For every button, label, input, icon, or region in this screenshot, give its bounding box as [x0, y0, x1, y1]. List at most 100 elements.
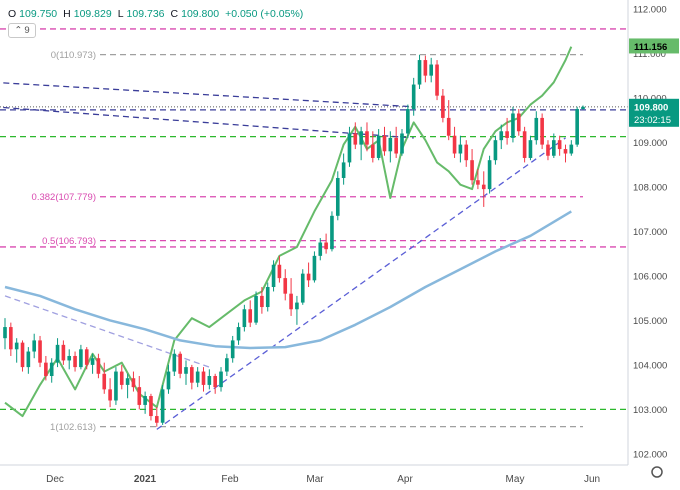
candle-body [265, 287, 270, 308]
candle-body [242, 309, 247, 328]
candle-body [481, 184, 486, 190]
candle-body [114, 371, 118, 401]
candle-body [125, 378, 130, 385]
candle-body [312, 255, 317, 281]
y-tick-label: 108.000 [633, 182, 667, 193]
candle-body [38, 340, 42, 363]
candle-body [324, 242, 328, 250]
candle-body [341, 162, 346, 178]
candle-body [511, 113, 515, 138]
candle-body [318, 242, 323, 256]
y-tick-label: 106.000 [633, 271, 667, 282]
gear-icon[interactable] [651, 466, 663, 478]
candle-body [219, 371, 223, 388]
candle-body [96, 358, 101, 374]
candle-body [493, 140, 498, 161]
x-tick-label: Jun [584, 474, 600, 485]
candle-body [131, 378, 136, 388]
candle-body [26, 351, 31, 368]
ma-price-tag-text: 111.156 [634, 42, 667, 53]
candle-body [563, 149, 568, 154]
candle-body [581, 106, 585, 110]
candle-body [44, 362, 48, 377]
candle-body [441, 95, 445, 118]
candle-body [3, 327, 7, 339]
close-value: 109.800 [181, 8, 220, 20]
candle-body [207, 376, 212, 385]
candle-body [149, 396, 153, 417]
candle-body [160, 389, 165, 423]
candle-body [271, 264, 276, 288]
candle-body [178, 353, 182, 374]
candle-body [411, 84, 416, 110]
candle-body [487, 160, 492, 190]
x-tick-label: Mar [306, 474, 324, 485]
ohlc-legend: O 109.750 H 109.829 L 109.736 C 109.800 +0.050 (… [8, 8, 309, 20]
candle-body [429, 64, 434, 76]
candle-body [557, 140, 562, 150]
y-tick-label: 105.000 [633, 316, 667, 327]
candle-body [73, 355, 77, 368]
x-tick-label: May [506, 474, 525, 485]
trendline [0, 82, 414, 108]
candle-body [225, 358, 229, 372]
candle-body [365, 131, 369, 145]
candle-body [569, 144, 574, 154]
candle-body [464, 144, 469, 161]
candle-body [79, 349, 83, 368]
candle-body [137, 387, 142, 405]
candle-body [516, 113, 521, 132]
moving-average-line [4, 210, 572, 350]
y-tick-label: 112.000 [633, 4, 667, 15]
candle-body [55, 344, 60, 363]
candle-body [376, 135, 381, 158]
candle-body [551, 140, 556, 156]
candle-body [534, 117, 539, 141]
low-value: 109.736 [126, 8, 165, 20]
open-value: 109.750 [19, 8, 58, 20]
y-tick-label: 102.000 [633, 449, 667, 460]
candle-body [195, 371, 200, 383]
candle-body [400, 133, 404, 154]
candle-body [289, 293, 293, 310]
current-price-tag [629, 98, 679, 127]
candle-body [540, 117, 544, 145]
x-tick-label: Feb [221, 474, 239, 485]
candle-body [108, 389, 112, 401]
x-tick-label: Apr [397, 474, 413, 485]
candle-body [295, 302, 299, 310]
chevron-up-icon: ⌃ [14, 25, 23, 36]
candle-body [230, 340, 235, 359]
candle-body [546, 144, 550, 156]
change-value: +0.050 (+0.05%) [225, 8, 304, 20]
candle-body [190, 367, 194, 383]
candle-body [382, 135, 387, 152]
candle-body [32, 340, 37, 352]
indicator-count: 9 [24, 25, 30, 36]
trendline [0, 106, 414, 139]
candle-body [528, 140, 533, 158]
candle-body [470, 160, 474, 181]
low-label: L [117, 8, 124, 20]
current-price-text: 109.800 [634, 102, 668, 113]
trendline [156, 137, 566, 430]
y-tick-label: 103.000 [633, 405, 667, 416]
candle-body [9, 327, 13, 350]
indicators-toggle-button[interactable]: ⌃ 9 [8, 23, 36, 38]
candle-body [236, 327, 241, 341]
close-label: C [170, 8, 179, 20]
bar-countdown-text: 23:02:15 [634, 115, 671, 126]
candle-body [300, 273, 305, 303]
candle-body [102, 373, 107, 390]
candle-body [347, 133, 352, 163]
candle-body [575, 109, 579, 145]
open-label: O [8, 8, 17, 20]
candle-body [260, 295, 264, 308]
candle-body [172, 353, 177, 372]
level-label: 0.5(106.793) [42, 236, 96, 247]
y-tick-label: 111.000 [633, 49, 666, 60]
candle-body [277, 264, 282, 279]
candle-body [446, 117, 451, 136]
